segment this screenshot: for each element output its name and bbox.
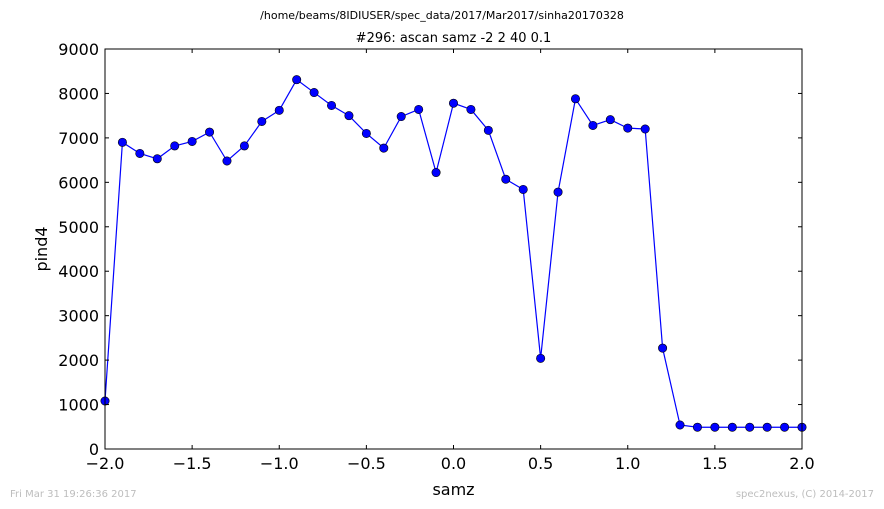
y-tick-label: 0 bbox=[89, 440, 99, 459]
data-point bbox=[675, 420, 685, 430]
data-point bbox=[187, 136, 197, 146]
y-tick-label: 6000 bbox=[58, 173, 99, 192]
data-point bbox=[205, 127, 215, 137]
data-point bbox=[170, 141, 180, 151]
x-tick-label: 0.5 bbox=[528, 454, 553, 473]
data-point bbox=[239, 141, 249, 151]
data-point bbox=[152, 154, 162, 164]
data-point bbox=[309, 88, 319, 98]
plot-marks bbox=[100, 75, 807, 432]
data-point bbox=[623, 123, 633, 133]
data-point bbox=[327, 100, 337, 110]
x-tick-label: −2.0 bbox=[86, 454, 125, 473]
y-tick-label: 1000 bbox=[58, 396, 99, 415]
data-point bbox=[344, 111, 354, 121]
data-point bbox=[117, 137, 127, 147]
data-point bbox=[361, 128, 371, 138]
y-tick-label: 4000 bbox=[58, 262, 99, 281]
data-point bbox=[605, 115, 615, 125]
figure-suptitle: /home/beams/8IDIUSER/spec_data/2017/Mar2… bbox=[260, 9, 624, 22]
x-tick-label: 1.5 bbox=[702, 454, 727, 473]
data-point bbox=[762, 422, 772, 432]
data-point bbox=[483, 125, 493, 135]
plot-frame bbox=[104, 48, 803, 450]
data-point bbox=[431, 168, 441, 178]
data-point bbox=[710, 422, 720, 432]
data-point bbox=[692, 422, 702, 432]
y-tick-label: 9000 bbox=[58, 40, 99, 59]
plot-title: #296: ascan samz -2 2 40 0.1 bbox=[355, 31, 552, 46]
data-point bbox=[222, 156, 232, 166]
data-point bbox=[396, 112, 406, 122]
x-tick-label: −1.0 bbox=[260, 454, 299, 473]
x-tick-label: −0.5 bbox=[347, 454, 386, 473]
data-point bbox=[292, 75, 302, 85]
data-point bbox=[745, 422, 755, 432]
x-tick-label: 0.0 bbox=[441, 454, 466, 473]
data-point bbox=[501, 174, 511, 184]
data-point bbox=[553, 187, 563, 197]
data-point bbox=[274, 105, 284, 115]
data-point bbox=[588, 120, 598, 130]
x-tick-label: 2.0 bbox=[789, 454, 814, 473]
y-tick-label: 8000 bbox=[58, 84, 99, 103]
y-tick-label: 3000 bbox=[58, 307, 99, 326]
y-tick-label: 7000 bbox=[58, 129, 99, 148]
data-point bbox=[658, 343, 668, 353]
data-point bbox=[466, 104, 476, 114]
data-point bbox=[414, 104, 424, 114]
data-point bbox=[640, 124, 650, 134]
data-point bbox=[135, 148, 145, 158]
timestamp: Fri Mar 31 19:26:36 2017 bbox=[10, 489, 137, 500]
x-tick-label: 1.0 bbox=[615, 454, 640, 473]
data-point bbox=[536, 353, 546, 363]
y-tick-label: 5000 bbox=[58, 218, 99, 237]
axis-ticks: −2.0 −1.5 −1.0 −0.5 0.0 0.5 1.0 1.5 2.0 0 1000 2000… bbox=[58, 40, 814, 473]
x-tick-label: −1.5 bbox=[173, 454, 212, 473]
data-point bbox=[518, 184, 528, 194]
credit-text: spec2nexus, (C) 2014-2017 bbox=[735, 489, 874, 500]
data-point bbox=[379, 143, 389, 153]
data-point bbox=[780, 422, 790, 432]
data-point bbox=[727, 422, 737, 432]
y-tick-label: 2000 bbox=[58, 351, 99, 370]
data-point bbox=[257, 116, 267, 126]
y-axis-label: pind4 bbox=[32, 226, 51, 271]
x-axis-label: samz bbox=[432, 480, 474, 499]
data-point bbox=[448, 98, 458, 108]
data-point bbox=[570, 94, 580, 104]
